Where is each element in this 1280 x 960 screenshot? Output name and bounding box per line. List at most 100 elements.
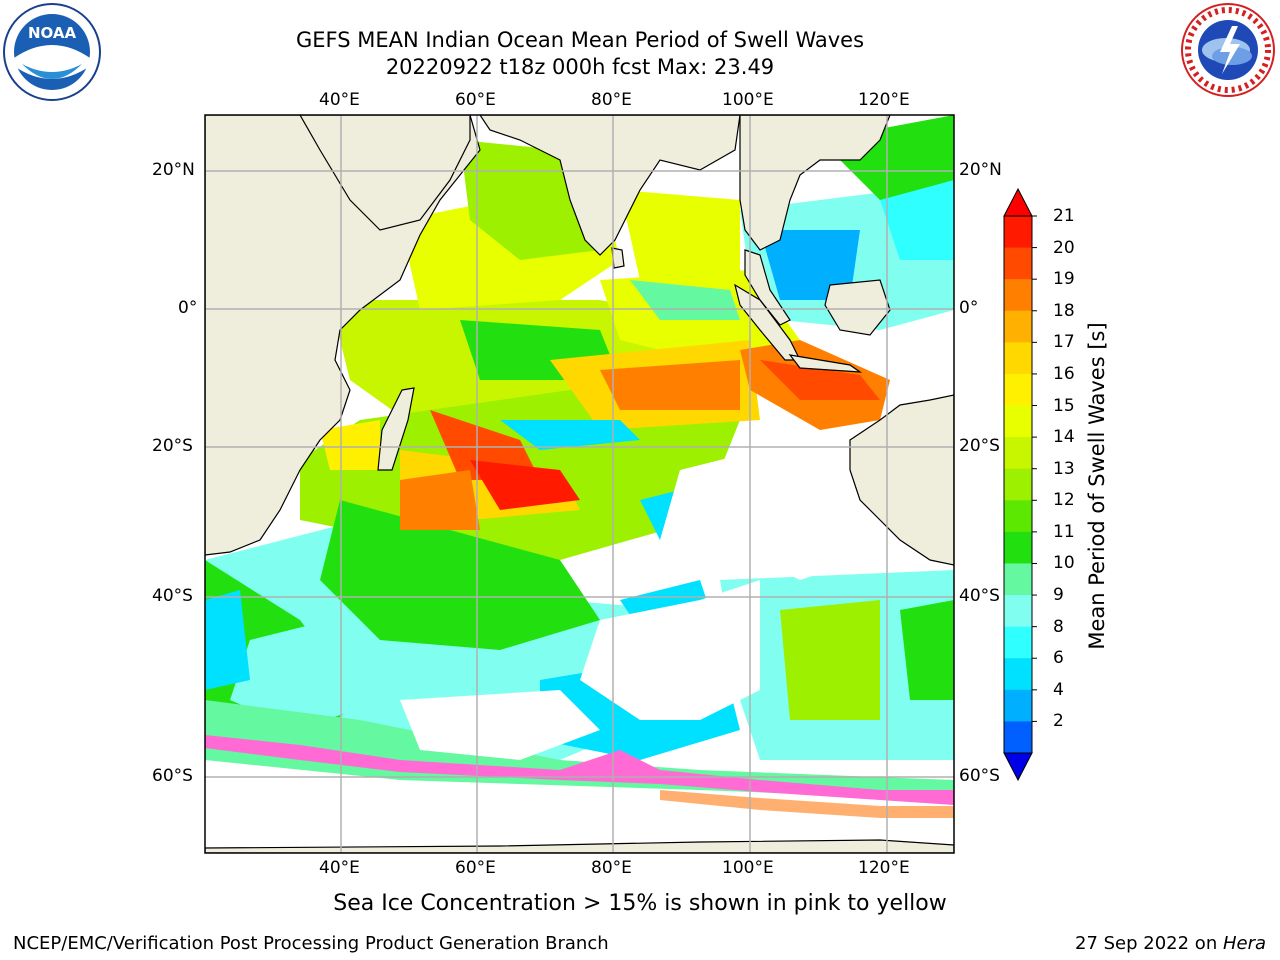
colorbar-tick-label: 8: [1053, 616, 1064, 637]
swell-period-patch: [760, 360, 880, 400]
noaa-logo-icon: NOAA: [3, 3, 101, 101]
colorbar-tick-label: 2: [1053, 711, 1064, 732]
borneo-landmass: [824, 279, 891, 336]
swell-period-patch: [470, 460, 580, 510]
lon-label-top-80e: 80°E: [591, 90, 632, 110]
colorbar-segment: [1004, 500, 1032, 533]
colorbar-segment: [1004, 247, 1032, 280]
chart-subtitle: 20220922 t18z 000h fcst Max: 23.49: [385, 55, 775, 79]
map-frame: [204, 114, 955, 854]
malay-peninsula-landmass: [744, 249, 791, 326]
colorbar: [1003, 187, 1037, 782]
colorbar-tick-label: 10: [1053, 553, 1075, 574]
sea-ice-band: [205, 735, 954, 805]
sea-ice-band: [660, 790, 954, 818]
no-data-region: [400, 690, 600, 760]
lon-label-top-120e: 120°E: [858, 90, 910, 110]
colorbar-tick-label: 16: [1053, 363, 1075, 384]
swell-period-patch: [900, 600, 954, 700]
lat-label-right-60s: 60°S: [959, 766, 1000, 786]
footer-date: 27 Sep 2022 on Hera: [1075, 933, 1266, 954]
java-landmass: [788, 354, 863, 373]
colorbar-over-arrow: [1003, 187, 1033, 217]
colorbar-tick-label: 11: [1053, 521, 1075, 542]
lon-label-top-60e: 60°E: [455, 90, 496, 110]
lon-label-bottom-60e: 60°E: [455, 858, 496, 878]
lat-label-left-0: 0°: [178, 298, 198, 318]
madagascar-landmass: [377, 387, 415, 471]
no-data-region: [205, 800, 954, 853]
colorbar-tick-label: 21: [1053, 206, 1075, 226]
swell-period-patch: [320, 420, 380, 470]
lon-label-bottom-100e: 100°E: [722, 858, 774, 878]
sri-lanka-landmass: [611, 247, 625, 269]
lon-label-top-40e: 40°E: [319, 90, 360, 110]
colorbar-segment: [1004, 595, 1032, 628]
colorbar-tick-label: 12: [1053, 490, 1075, 511]
colorbar-segment: [1004, 658, 1032, 691]
swell-period-patch: [760, 230, 860, 300]
colorbar-tick-label: 9: [1053, 585, 1064, 606]
colorbar-segment: [1004, 563, 1032, 596]
colorbar-segment: [1004, 216, 1032, 249]
swell-period-patch: [400, 470, 480, 530]
lat-label-left-20n: 20°N: [152, 160, 195, 180]
colorbar-tick-label: 6: [1053, 648, 1064, 669]
land-layer: [205, 115, 954, 853]
africa-landmass: [205, 115, 481, 556]
colorbar-segment: [1004, 437, 1032, 470]
swell-period-patch: [500, 420, 640, 450]
colorbar-segment: [1004, 468, 1032, 501]
colorbar-segment: [1004, 310, 1032, 343]
indochina-landmass: [739, 115, 891, 251]
colorbar-segment: [1004, 405, 1032, 438]
lat-label-right-40s: 40°S: [959, 586, 1000, 606]
lat-label-left-40s: 40°S: [152, 586, 193, 606]
swell-period-patch: [205, 590, 250, 690]
swell-period-patch: [320, 500, 600, 650]
lon-label-bottom-120e: 120°E: [858, 858, 910, 878]
colorbar-frame: [1003, 215, 1033, 754]
swell-period-patch: [230, 620, 380, 730]
lat-label-right-20n: 20°N: [959, 160, 1002, 180]
chart-title: GEFS MEAN Indian Ocean Mean Period of Sw…: [295, 28, 865, 52]
antarctica-landmass: [205, 839, 954, 853]
colorbar-tick-label: 15: [1053, 395, 1075, 416]
colorbar-segment: [1004, 342, 1032, 375]
no-data-region: [580, 580, 760, 720]
lat-label-right-0: 0°: [959, 298, 979, 318]
lat-label-left-60s: 60°S: [152, 766, 193, 786]
lon-label-bottom-40e: 40°E: [319, 858, 360, 878]
no-data-region: [660, 450, 860, 580]
colorbar-tick-label: 20: [1053, 237, 1075, 258]
colorbar-label: Mean Period of Swell Waves [s]: [1085, 322, 1109, 650]
footer-credit: NCEP/EMC/Verification Post Processing Pr…: [13, 933, 609, 954]
swell-period-patch: [430, 410, 540, 480]
colorbar-tick-label: 14: [1053, 427, 1075, 448]
colorbar-segment: [1004, 721, 1032, 754]
lat-label-right-20s: 20°S: [959, 436, 1000, 456]
swell-period-patch: [780, 600, 880, 720]
colorbar-segment: [1004, 689, 1032, 722]
colorbar-tick-label: 4: [1053, 679, 1064, 700]
sea-ice-caption: Sea Ice Concentration > 15% is shown in …: [333, 891, 947, 916]
swell-period-patch: [880, 180, 954, 260]
colorbar-tick-label: 17: [1053, 332, 1075, 353]
colorbar-tick-label: 18: [1053, 300, 1075, 321]
swell-period-patch: [630, 280, 740, 320]
colorbar-segment: [1004, 531, 1032, 564]
graticule: [205, 115, 954, 853]
nws-logo-icon: [1181, 3, 1275, 97]
india-landmass: [479, 115, 741, 256]
colorbar-tick-label: 13: [1053, 458, 1075, 479]
swell-period-patch: [600, 360, 740, 410]
swell-period-patch: [205, 700, 954, 800]
colorbar-tick-label: 19: [1053, 269, 1075, 290]
lon-label-top-100e: 100°E: [722, 90, 774, 110]
noaa-logo-text: NOAA: [28, 24, 77, 42]
footer-date-text: 27 Sep 2022 on: [1075, 933, 1223, 954]
colorbar-segment: [1004, 279, 1032, 312]
colorbar-segment: [1004, 373, 1032, 407]
footer-host: Hera: [1222, 933, 1266, 954]
lon-label-bottom-80e: 80°E: [591, 858, 632, 878]
